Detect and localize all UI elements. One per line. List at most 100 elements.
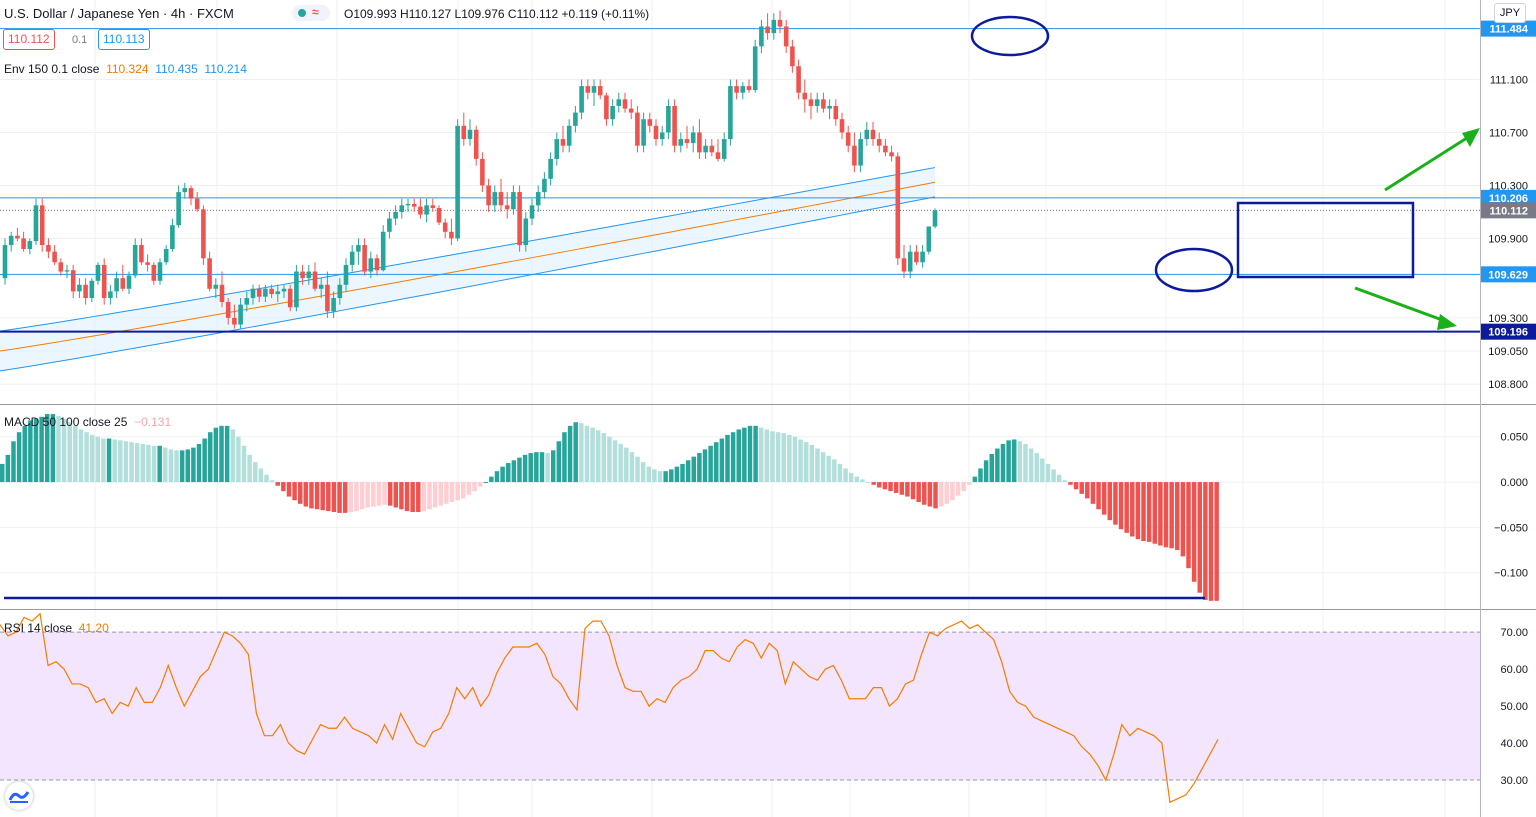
candle-body bbox=[895, 156, 901, 259]
macd-bar bbox=[342, 482, 348, 513]
macd-bar bbox=[44, 414, 50, 483]
macd-bar bbox=[753, 425, 758, 483]
wave-icon: ≈ bbox=[312, 5, 319, 19]
candle-body bbox=[269, 288, 274, 295]
macd-tick-label: −0.100 bbox=[1494, 568, 1528, 580]
rsi-legend[interactable]: RSI 14 close 41.20 bbox=[4, 621, 109, 635]
macd-bar bbox=[967, 482, 972, 485]
macd-bar bbox=[483, 482, 488, 484]
macd-bar bbox=[281, 482, 286, 492]
candle-body bbox=[684, 139, 690, 144]
macd-bar bbox=[680, 463, 685, 483]
macd-bar bbox=[995, 448, 1000, 483]
macd-bar bbox=[714, 442, 719, 483]
candle-body bbox=[647, 119, 653, 126]
symbol-title[interactable]: U.S. Dollar / Japanese Yen · 4h · FXCM bbox=[4, 6, 234, 21]
candle-body bbox=[492, 192, 498, 206]
candle-body bbox=[796, 66, 801, 93]
macd-bar bbox=[50, 414, 56, 483]
macd-bar bbox=[1208, 482, 1214, 601]
candle-body bbox=[343, 264, 349, 285]
price-tick-label: 109.900 bbox=[1488, 233, 1528, 245]
candle-body bbox=[740, 86, 746, 93]
macd-bar bbox=[1169, 482, 1174, 549]
candle-body bbox=[839, 119, 845, 133]
buy-price-button[interactable]: 110.113 bbox=[98, 29, 150, 50]
candle-body bbox=[560, 139, 566, 146]
macd-bar bbox=[416, 482, 421, 512]
candle-body bbox=[635, 112, 640, 146]
macd-bar bbox=[202, 438, 207, 483]
macd-bar bbox=[775, 432, 781, 483]
currency-button[interactable]: JPY bbox=[1494, 3, 1526, 23]
candle-body bbox=[188, 188, 194, 199]
candle-body bbox=[77, 284, 82, 292]
candle-body bbox=[498, 192, 504, 206]
macd-label: MACD 50 100 close 25 bbox=[4, 415, 128, 429]
macd-bar bbox=[764, 429, 770, 483]
macd-bar bbox=[303, 482, 309, 507]
sell-price-button[interactable]: 110.112 bbox=[3, 29, 55, 50]
candle-body bbox=[201, 209, 206, 259]
market-status-pill[interactable]: ≈ bbox=[292, 5, 330, 21]
macd-bar bbox=[944, 482, 950, 504]
price-tick-label: 110.700 bbox=[1489, 127, 1528, 139]
macd-bar bbox=[196, 443, 202, 483]
candle-body bbox=[845, 132, 851, 146]
macd-bar bbox=[742, 427, 747, 483]
candle-body bbox=[926, 226, 932, 252]
macd-bar bbox=[269, 480, 275, 483]
macd-bar bbox=[258, 468, 264, 483]
macd-bar bbox=[792, 436, 798, 483]
candle-body bbox=[33, 205, 39, 242]
macd-bar bbox=[22, 425, 27, 483]
macd-bar bbox=[78, 429, 84, 483]
candle-body bbox=[876, 139, 882, 146]
candle-body bbox=[368, 258, 374, 272]
candle-body bbox=[219, 284, 225, 303]
price-line-axis-label: 110.112 bbox=[1489, 205, 1528, 217]
candle-body bbox=[455, 125, 460, 239]
candle-body bbox=[833, 105, 839, 120]
candle-body bbox=[232, 317, 237, 325]
macd-bar bbox=[247, 454, 252, 483]
macd-bar bbox=[129, 442, 134, 483]
macd-legend[interactable]: MACD 50 100 close 25 −0.131 bbox=[4, 415, 171, 429]
candle-body bbox=[182, 188, 188, 193]
candle-body bbox=[827, 105, 832, 109]
macd-bar bbox=[562, 432, 567, 483]
macd-bar bbox=[16, 432, 22, 483]
candle-body bbox=[337, 284, 343, 299]
macd-bar bbox=[331, 482, 337, 512]
macd-bar bbox=[736, 429, 741, 483]
candle-body bbox=[752, 46, 758, 91]
candle-body bbox=[58, 262, 64, 272]
macd-bar bbox=[972, 476, 978, 483]
macd-bar bbox=[1101, 482, 1107, 515]
macd-bar bbox=[545, 453, 550, 483]
candle-body bbox=[573, 112, 578, 126]
macd-bar bbox=[567, 425, 573, 483]
macd-bar bbox=[163, 447, 168, 483]
macd-bar bbox=[5, 454, 11, 483]
macd-bar bbox=[1085, 482, 1090, 499]
macd-bar bbox=[106, 438, 112, 483]
macd-bar bbox=[702, 449, 708, 483]
macd-bar bbox=[601, 433, 607, 483]
macd-bar bbox=[134, 443, 140, 483]
macd-bar bbox=[11, 441, 16, 483]
candle-body bbox=[411, 203, 417, 207]
envelope-legend[interactable]: Env 150 0.1 close 110.324 110.435 110.21… bbox=[4, 62, 247, 76]
macd-bar bbox=[1040, 458, 1045, 483]
candle-body bbox=[64, 270, 70, 272]
candle-body bbox=[424, 205, 429, 215]
macd-bar bbox=[787, 434, 792, 483]
envelope-lower-line bbox=[0, 196, 936, 372]
candle-body bbox=[808, 99, 814, 106]
candle-body bbox=[157, 262, 163, 281]
tradingview-logo-icon[interactable] bbox=[5, 782, 33, 810]
candle-body bbox=[467, 129, 473, 140]
macd-bar bbox=[382, 482, 387, 505]
macd-bar bbox=[1034, 453, 1039, 483]
